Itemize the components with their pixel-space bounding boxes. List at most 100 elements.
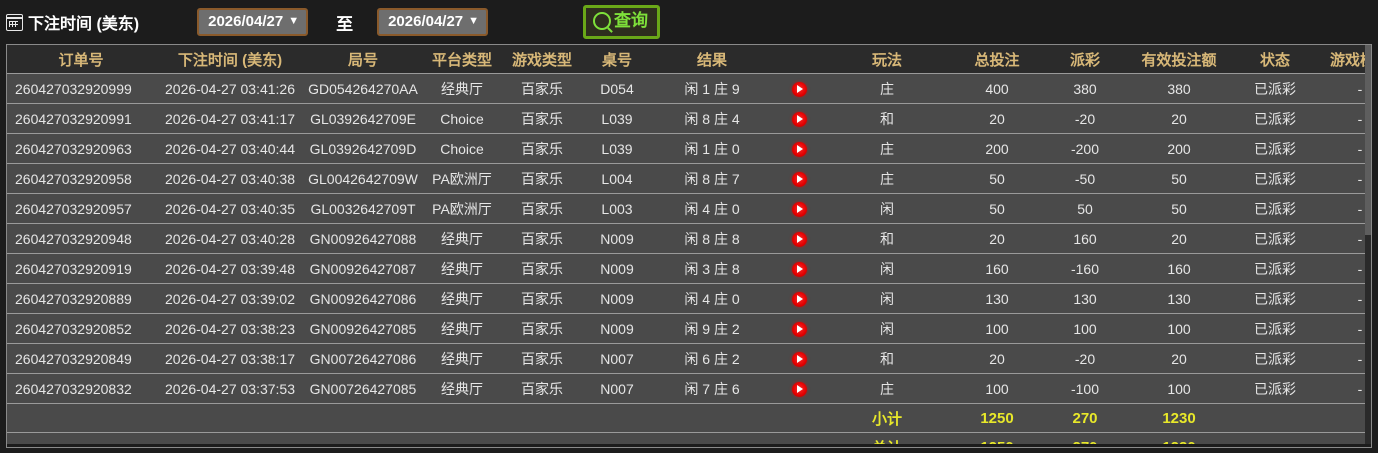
col-bet-time[interactable]: 下注时间 (美东) [155, 45, 305, 74]
cell-round-no: GN00926427085 [305, 313, 421, 344]
table-row[interactable]: 260427032920999 2026-04-27 03:41:26 GD0542… [7, 73, 1371, 104]
query-button[interactable]: 查询 [583, 5, 661, 39]
cell-result: 闲 6 庄 2 [653, 343, 771, 374]
table-row[interactable]: 260427032920889 2026-04-27 03:39:02 GN0092… [7, 283, 1371, 314]
cell-result: 闲 1 庄 9 [653, 73, 771, 104]
cell-order-no: 260427032920999 [7, 73, 155, 104]
cell-replay[interactable] [771, 343, 827, 374]
cell-table-no: L039 [581, 103, 653, 134]
cell-payout: -20 [1047, 343, 1123, 374]
play-icon[interactable] [791, 351, 807, 367]
cell-round-no: GN00926427086 [305, 283, 421, 314]
cell-order-no: 260427032920889 [7, 283, 155, 314]
table-row[interactable]: 260427032920991 2026-04-27 03:41:17 GL0392… [7, 103, 1371, 134]
cell-payout: 50 [1047, 193, 1123, 224]
play-icon[interactable] [791, 81, 807, 97]
table-row[interactable]: 260427032920849 2026-04-27 03:38:17 GN0072… [7, 343, 1371, 374]
col-total-bet[interactable]: 总投注 [947, 45, 1047, 74]
cell-bet-type: 闲 [827, 193, 947, 224]
sum-pad-1 [7, 403, 155, 433]
play-icon[interactable] [791, 171, 807, 187]
col-payout[interactable]: 派彩 [1047, 45, 1123, 74]
play-icon[interactable] [791, 231, 807, 247]
search-icon [593, 12, 612, 30]
cell-replay[interactable] [771, 253, 827, 284]
cell-valid-bet: 380 [1123, 73, 1235, 104]
cell-replay[interactable] [771, 283, 827, 314]
play-icon[interactable] [791, 291, 807, 307]
cell-status: 已派彩 [1235, 343, 1315, 374]
col-table-no[interactable]: 桌号 [581, 45, 653, 74]
play-icon[interactable] [791, 111, 807, 127]
cell-bet-time: 2026-04-27 03:39:02 [155, 283, 305, 314]
cell-replay[interactable] [771, 373, 827, 404]
table-row[interactable]: 260427032920958 2026-04-27 03:40:38 GL0042… [7, 163, 1371, 194]
cell-payout: -200 [1047, 133, 1123, 164]
scrollbar-thumb[interactable] [1365, 45, 1371, 235]
sum-pad-6 [581, 432, 653, 447]
sum-pad-8 [771, 403, 827, 433]
summary-payout: 270 [1047, 403, 1123, 433]
col-platform-type[interactable]: 平台类型 [421, 45, 503, 74]
table-row[interactable]: 260427032920948 2026-04-27 03:40:28 GN0092… [7, 223, 1371, 254]
cell-platform-type: 经典厅 [421, 73, 503, 104]
col-bet-type[interactable]: 玩法 [827, 45, 947, 74]
cell-result: 闲 8 庄 7 [653, 163, 771, 194]
cell-replay[interactable] [771, 193, 827, 224]
cell-platform-type: PA欧洲厅 [421, 163, 503, 194]
orders-table-header-row: 订单号 下注时间 (美东) 局号 平台类型 游戏类型 桌号 结果 玩法 总投注 … [7, 45, 1371, 74]
cell-table-no: N009 [581, 283, 653, 314]
cell-replay[interactable] [771, 133, 827, 164]
date-from-select[interactable]: 2026/04/27 ▼ [197, 8, 309, 36]
cell-game-type: 百家乐 [503, 253, 581, 284]
table-row[interactable]: 260427032920957 2026-04-27 03:40:35 GL0032… [7, 193, 1371, 224]
col-valid-bet[interactable]: 有效投注额 [1123, 45, 1235, 74]
panel-bottom-edge [7, 444, 1371, 447]
col-round-no[interactable]: 局号 [305, 45, 421, 74]
col-result[interactable]: 结果 [653, 45, 771, 74]
cell-total-bet: 200 [947, 133, 1047, 164]
table-row[interactable]: 260427032920852 2026-04-27 03:38:23 GN0092… [7, 313, 1371, 344]
play-icon[interactable] [791, 201, 807, 217]
summary-total-bet: 1250 [947, 432, 1047, 447]
col-status[interactable]: 状态 [1235, 45, 1315, 74]
cell-status: 已派彩 [1235, 103, 1315, 134]
play-icon[interactable] [791, 141, 807, 157]
cell-replay[interactable] [771, 73, 827, 104]
cell-bet-type: 和 [827, 223, 947, 254]
table-row[interactable]: 260427032920963 2026-04-27 03:40:44 GL0392… [7, 133, 1371, 164]
cell-replay[interactable] [771, 163, 827, 194]
cell-table-no: L004 [581, 163, 653, 194]
cell-replay[interactable] [771, 313, 827, 344]
play-icon[interactable] [791, 381, 807, 397]
cell-replay[interactable] [771, 103, 827, 134]
col-order-no[interactable]: 订单号 [7, 45, 155, 74]
play-icon[interactable] [791, 321, 807, 337]
cell-game-type: 百家乐 [503, 193, 581, 224]
cell-valid-bet: 20 [1123, 103, 1235, 134]
cell-bet-time: 2026-04-27 03:38:17 [155, 343, 305, 374]
cell-platform-type: Choice [421, 103, 503, 134]
vertical-scrollbar[interactable] [1365, 45, 1371, 447]
cell-order-no: 260427032920958 [7, 163, 155, 194]
cell-round-no: GN00726427086 [305, 343, 421, 374]
calendar-icon [6, 14, 23, 31]
col-game-type[interactable]: 游戏类型 [503, 45, 581, 74]
cell-game-type: 百家乐 [503, 313, 581, 344]
col-game-mode[interactable]: 游戏模式 [1315, 45, 1371, 74]
cell-payout: 100 [1047, 313, 1123, 344]
cell-game-type: 百家乐 [503, 343, 581, 374]
cell-game-mode: - [1315, 223, 1371, 254]
cell-bet-type: 和 [827, 103, 947, 134]
cell-status: 已派彩 [1235, 73, 1315, 104]
date-to-select[interactable]: 2026/04/27 ▼ [377, 8, 489, 36]
table-row[interactable]: 260427032920832 2026-04-27 03:37:53 GN0072… [7, 373, 1371, 404]
play-icon[interactable] [791, 261, 807, 277]
cell-payout: 160 [1047, 223, 1123, 254]
cell-game-mode: - [1315, 193, 1371, 224]
cell-payout: -160 [1047, 253, 1123, 284]
cell-replay[interactable] [771, 223, 827, 254]
cell-bet-time: 2026-04-27 03:37:53 [155, 373, 305, 404]
table-row[interactable]: 260427032920919 2026-04-27 03:39:48 GN0092… [7, 253, 1371, 284]
